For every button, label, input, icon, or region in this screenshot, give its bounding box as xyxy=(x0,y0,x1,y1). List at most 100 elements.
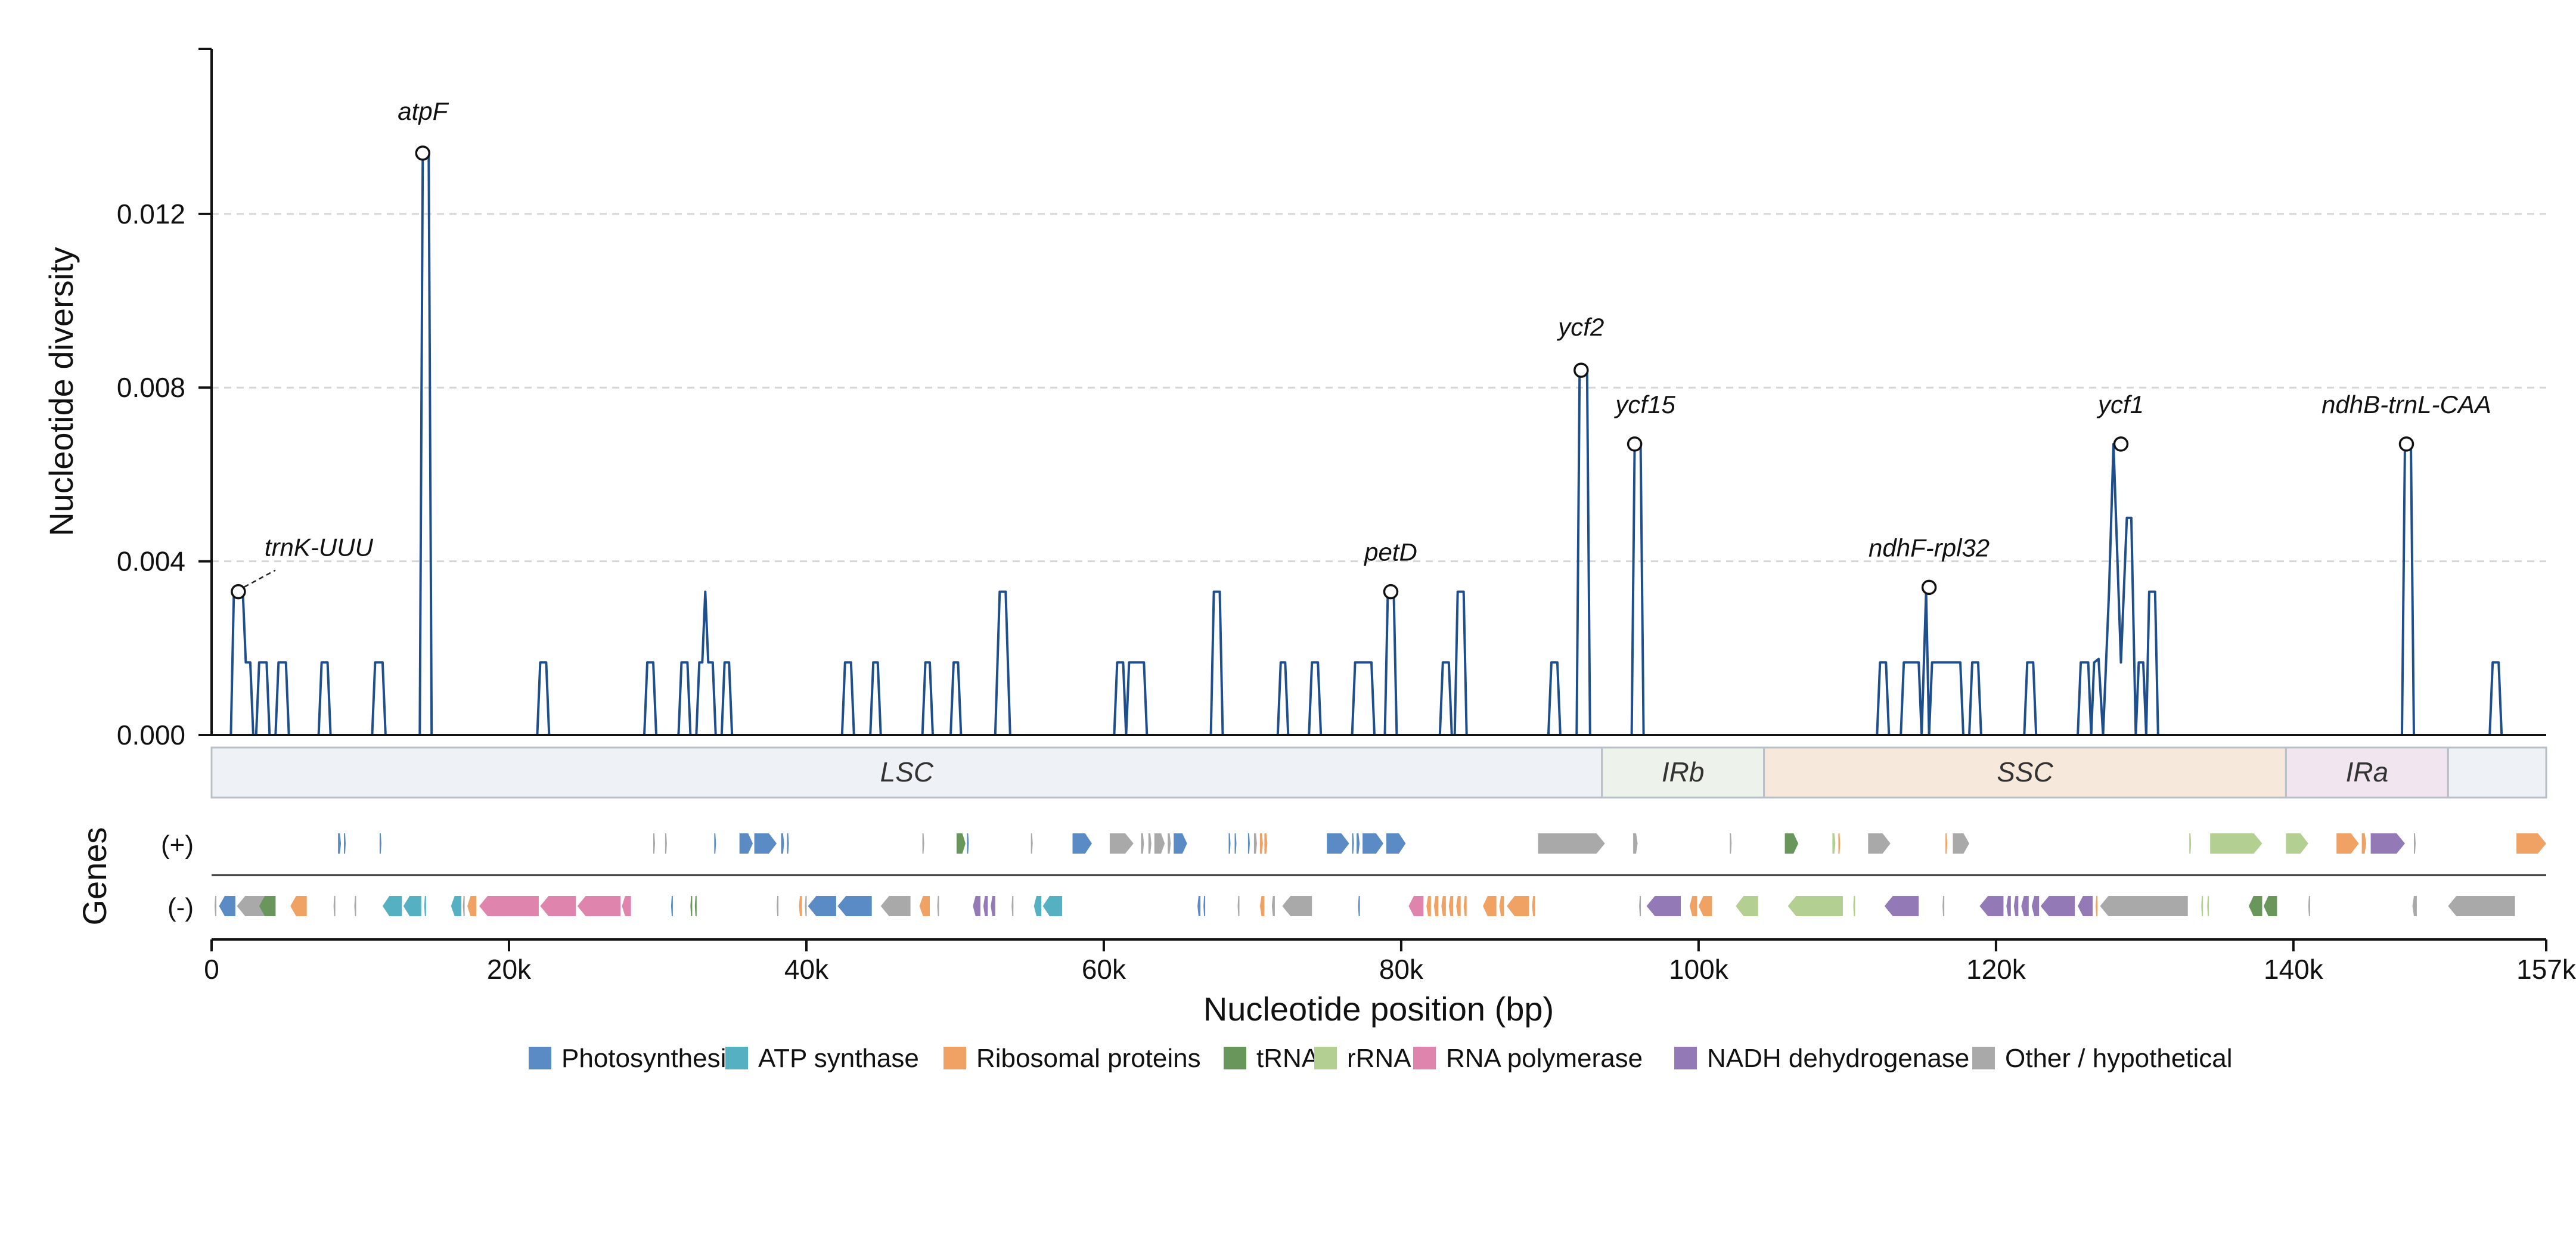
gene-arrow xyxy=(1433,896,1439,916)
gene-arrow xyxy=(1832,833,1836,854)
legend-swatch xyxy=(725,1047,748,1069)
gene-arrow xyxy=(1942,896,1945,916)
legend-label: rRNA xyxy=(1347,1044,1411,1073)
gene-arrow xyxy=(1979,896,2004,916)
peak-marker xyxy=(231,584,246,600)
gene-arrow xyxy=(2207,896,2209,916)
gene-arrow xyxy=(1228,833,1231,854)
gene-arrow xyxy=(2021,896,2029,916)
gene-arrow xyxy=(1736,896,1758,916)
gene-arrow xyxy=(808,896,836,916)
gene-arrow xyxy=(424,896,426,916)
gene-arrow xyxy=(1456,896,1461,916)
gene-arrow xyxy=(2249,896,2262,916)
region-band xyxy=(2447,746,2547,799)
gene-arrow xyxy=(1148,833,1152,854)
gene-arrow xyxy=(479,896,539,916)
gene-arrow xyxy=(463,896,465,916)
peak-marker xyxy=(1383,584,1399,600)
gene-arrow xyxy=(1784,833,1799,854)
peak-label: ycf15 xyxy=(1613,390,1675,418)
gene-arrow xyxy=(880,896,911,916)
gene-arrow xyxy=(622,896,631,916)
gene-arrow xyxy=(1698,896,1712,916)
gene-arrow xyxy=(2078,896,2093,916)
legend-swatch xyxy=(1314,1047,1337,1069)
gene-arrow xyxy=(805,896,807,916)
gene-arrow xyxy=(967,833,969,854)
peak-marker xyxy=(1921,579,1937,596)
region-band xyxy=(210,746,1603,799)
gene-arrow xyxy=(1327,833,1349,854)
legend-label: Other / hypothetical xyxy=(2005,1044,2233,1073)
region-band xyxy=(1601,746,1765,799)
gene-arrow xyxy=(1282,896,1312,916)
gene-arrow xyxy=(1357,833,1360,854)
gene-arrow xyxy=(739,833,753,854)
genome-regions-bar: LSC IRb SSC IRa xyxy=(210,746,2547,799)
gene-arrow xyxy=(540,896,576,916)
gene-arrow xyxy=(714,833,716,854)
gene-arrow xyxy=(1141,833,1144,854)
gene-arrow xyxy=(2201,896,2203,916)
diversity-line xyxy=(212,151,2546,736)
gene-arrow xyxy=(937,896,939,916)
gene-arrow xyxy=(1463,896,1467,916)
y-axis-title: Nucleotide diversity xyxy=(42,247,80,536)
legend-swatch xyxy=(1972,1047,1995,1069)
peak-label: ndhF-rpl32 xyxy=(1869,534,1990,562)
gene-arrow xyxy=(451,896,462,916)
gene-arrow xyxy=(754,833,777,854)
gene-arrow xyxy=(1259,833,1263,854)
x-tick-label: 60k xyxy=(1082,954,1126,985)
gene-arrow xyxy=(690,896,693,916)
gene-arrow xyxy=(1352,833,1354,854)
gene-arrow xyxy=(1033,896,1042,916)
gene-arrow xyxy=(2100,896,2188,916)
gene-arrow xyxy=(403,896,421,916)
legend-label: ATP synthase xyxy=(758,1044,919,1073)
gene-arrow xyxy=(983,896,988,916)
x-tick-label: 80k xyxy=(1379,954,1424,985)
gene-arrow xyxy=(215,896,216,916)
gene-arrow xyxy=(777,896,779,916)
gene-tracks xyxy=(215,833,2546,916)
gene-arrow xyxy=(919,896,930,916)
gene-arrow xyxy=(1441,896,1446,916)
peak-label: ndhB-trnL-CAA xyxy=(2321,390,2491,418)
gene-arrow xyxy=(2516,833,2546,854)
y-tick-label: 0.000 xyxy=(117,719,185,750)
gene-arrow xyxy=(787,833,789,854)
gene-arrow xyxy=(1730,833,1732,854)
gene-arrow xyxy=(1483,896,1497,916)
legend-swatch xyxy=(944,1047,966,1069)
peak-annotations: trnK-UUU atpF petD ycf2 ycf15 ndhF-rpl32 ycf1 n… xyxy=(231,97,2491,600)
x-ticks: 0 20k 40k 60k 80k 100k 120k 140k 157k xyxy=(204,939,2576,985)
x-tick-label: 157k xyxy=(2516,954,2576,985)
gene-arrow xyxy=(1154,833,1165,854)
gene-arrow xyxy=(2264,896,2277,916)
legend: Photosynthesis ATP synthase Ribosomal prot… xyxy=(529,1044,2233,1073)
gridlines xyxy=(212,213,2546,563)
gene-arrow xyxy=(837,896,872,916)
x-tick-label: 140k xyxy=(2264,954,2324,985)
gene-arrow xyxy=(1884,896,1919,916)
region-band xyxy=(1763,746,2287,799)
legend-swatch xyxy=(529,1047,551,1069)
gene-arrow xyxy=(653,833,655,854)
gene-arrow xyxy=(1507,896,1529,916)
legend-swatch xyxy=(1674,1047,1697,1069)
gene-arrow xyxy=(2189,833,2192,854)
gene-arrow xyxy=(259,896,276,916)
gene-arrow xyxy=(1646,896,1681,916)
legend-label: Photosynthesis xyxy=(561,1044,739,1073)
gene-arrow xyxy=(1358,896,1360,916)
gene-arrow xyxy=(781,833,784,854)
peak-marker xyxy=(1573,362,1589,378)
legend-label: RNA polymerase xyxy=(1446,1044,1643,1073)
gene-arrow xyxy=(382,896,402,916)
gene-arrow xyxy=(577,896,621,916)
peak-label: atpF xyxy=(398,97,449,125)
peak-label: trnK-UUU xyxy=(265,534,374,562)
